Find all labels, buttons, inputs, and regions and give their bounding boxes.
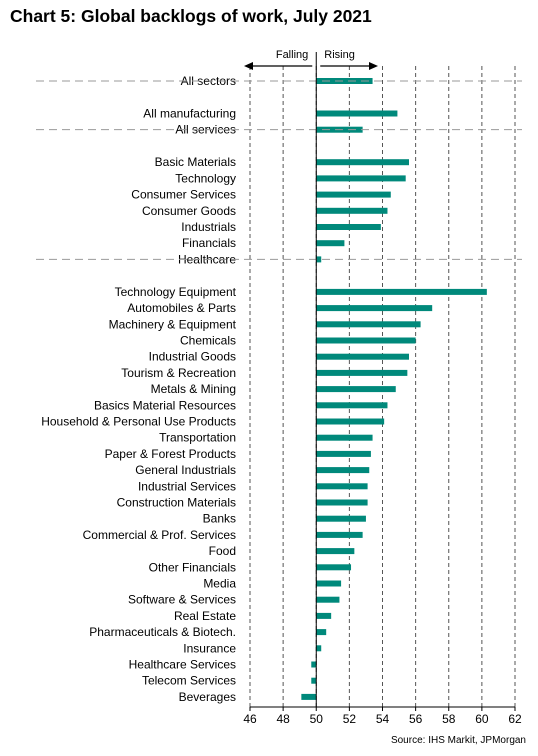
category-label-transportation: Transportation xyxy=(159,431,236,445)
category-label-machinery-and-equipment: Machinery & Equipment xyxy=(109,317,237,331)
category-label-industrial-goods: Industrial Goods xyxy=(149,350,236,364)
category-label-banks: Banks xyxy=(203,512,236,526)
category-label-financials: Financials xyxy=(182,236,236,250)
bar-healthcare xyxy=(316,256,322,263)
bar-industrials xyxy=(316,224,381,230)
bar-telecom-services xyxy=(311,677,317,684)
bar-automobiles-and-parts xyxy=(316,305,433,312)
category-label-pharmaceuticals-and-biotech: Pharmaceuticals & Biotech. xyxy=(89,625,236,639)
bar-real-estate xyxy=(316,612,332,619)
bar-technology-equipment xyxy=(316,288,487,295)
bar-banks xyxy=(316,515,366,522)
x-tick-label-48: 48 xyxy=(276,712,290,726)
category-label-metals-and-mining: Metals & Mining xyxy=(151,382,236,396)
category-label-software-and-services: Software & Services xyxy=(128,593,236,607)
bar-general-industrials xyxy=(316,467,370,474)
category-label-technology-equipment: Technology Equipment xyxy=(115,285,237,299)
category-label-insurance: Insurance xyxy=(183,641,236,655)
x-tick-label-54: 54 xyxy=(376,712,390,726)
category-label-consumer-services: Consumer Services xyxy=(131,188,236,202)
x-tick-label-56: 56 xyxy=(409,712,423,726)
bar-media xyxy=(316,580,342,587)
category-label-industrial-services: Industrial Services xyxy=(138,479,236,493)
bar-consumer-goods xyxy=(316,207,388,214)
category-label-beverages: Beverages xyxy=(179,690,236,704)
category-label-other-financials: Other Financials xyxy=(149,560,236,574)
bar-healthcare-services xyxy=(311,661,317,668)
bar-software-and-services xyxy=(316,596,340,603)
category-label-chemicals: Chemicals xyxy=(180,334,236,348)
bar-pharmaceuticals-and-biotech xyxy=(316,629,327,636)
x-tick-label-50: 50 xyxy=(310,712,324,726)
category-label-automobiles-and-parts: Automobiles & Parts xyxy=(127,301,236,315)
bar-household-and-personal-use-products xyxy=(316,418,385,425)
bar-all-manufacturing xyxy=(316,110,398,117)
bar-consumer-services xyxy=(316,191,391,198)
category-label-basic-materials: Basic Materials xyxy=(155,155,236,169)
x-tick-label-58: 58 xyxy=(442,712,456,726)
category-label-paper-and-forest-products: Paper & Forest Products xyxy=(105,447,236,461)
category-label-real-estate: Real Estate xyxy=(174,609,236,623)
bar-metals-and-mining xyxy=(316,386,396,393)
category-label-consumer-goods: Consumer Goods xyxy=(142,204,236,218)
bar-insurance xyxy=(316,645,322,652)
category-label-commercial-and-prof-services: Commercial & Prof. Services xyxy=(83,528,236,542)
bar-technology xyxy=(316,175,406,182)
category-label-technology: Technology xyxy=(175,171,236,185)
bar-all-sectors xyxy=(316,78,373,84)
chart-title: Chart 5: Global backlogs of work, July 2… xyxy=(10,6,372,26)
bar-basics-material-resources xyxy=(316,402,388,409)
x-tick-label-52: 52 xyxy=(343,712,357,726)
category-label-household-and-personal-use-products: Household & Personal Use Products xyxy=(41,415,236,429)
rising-arrow-head xyxy=(369,62,378,70)
bar-industrial-services xyxy=(316,483,368,490)
bar-financials xyxy=(316,240,345,247)
bar-basic-materials xyxy=(316,159,409,166)
category-label-all-manufacturing: All manufacturing xyxy=(143,107,236,121)
bar-industrial-goods xyxy=(316,353,409,360)
category-label-construction-materials: Construction Materials xyxy=(117,496,236,510)
rising-label: Rising xyxy=(324,49,355,61)
bar-machinery-and-equipment xyxy=(316,321,421,328)
bar-other-financials xyxy=(316,564,352,571)
x-tick-label-46: 46 xyxy=(243,712,257,726)
category-label-media: Media xyxy=(203,577,236,591)
bar-chemicals xyxy=(316,337,416,344)
category-label-basics-material-resources: Basics Material Resources xyxy=(94,398,236,412)
bar-construction-materials xyxy=(316,499,368,506)
category-label-telecom-services: Telecom Services xyxy=(142,674,236,688)
x-tick-label-62: 62 xyxy=(508,712,522,726)
category-label-general-industrials: General Industrials xyxy=(135,463,236,477)
falling-label: Falling xyxy=(276,49,308,61)
bar-transportation xyxy=(316,434,373,441)
category-label-industrials: Industrials xyxy=(181,220,236,234)
x-tick-label-60: 60 xyxy=(475,712,489,726)
bar-food xyxy=(316,548,355,555)
category-label-healthcare-services: Healthcare Services xyxy=(129,658,236,672)
category-label-food: Food xyxy=(209,544,236,558)
bar-commercial-and-prof-services xyxy=(316,531,363,538)
category-label-tourism-and-recreation: Tourism & Recreation xyxy=(121,366,236,380)
bar-beverages xyxy=(301,693,317,700)
falling-arrow-head xyxy=(244,62,253,70)
bar-paper-and-forest-products xyxy=(316,450,371,457)
source-note: Source: IHS Markit, JPMorgan xyxy=(390,735,526,746)
bar-tourism-and-recreation xyxy=(316,369,408,376)
